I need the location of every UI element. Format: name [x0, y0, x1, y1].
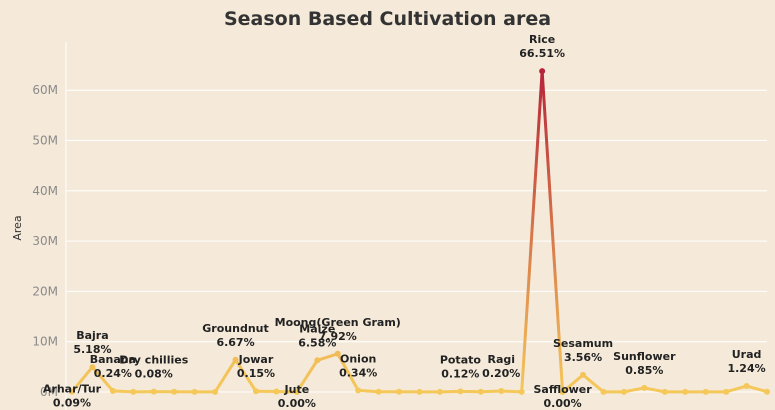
- series-line-segment: [90, 365, 115, 393]
- data-label-name: Rice: [529, 33, 555, 46]
- series-line-segment: [356, 388, 381, 394]
- data-label-percent: 0.00%: [544, 397, 582, 410]
- data-point: [620, 388, 627, 395]
- data-point: [355, 387, 362, 394]
- data-point: [518, 388, 525, 395]
- data-point: [723, 388, 730, 395]
- y-tick-label: 60M: [32, 83, 58, 97]
- data-label-name: Jowar: [238, 353, 274, 366]
- data-label-percent: 0.12%: [441, 367, 479, 380]
- data-point: [191, 388, 198, 395]
- series-line-segment: [581, 373, 605, 394]
- series-line-segment: [724, 384, 749, 394]
- data-point: [109, 387, 116, 394]
- data-point: [232, 356, 239, 363]
- data-point: [641, 384, 648, 391]
- data-label-percent: 0.15%: [237, 367, 275, 380]
- data-label-percent: 0.09%: [53, 397, 91, 410]
- data-label-percent: 0.20%: [482, 367, 520, 380]
- chart-title: Season Based Cultivation area: [223, 8, 552, 30]
- data-label-name: Ragi: [487, 353, 515, 366]
- data-point: [498, 388, 505, 395]
- data-point: [375, 388, 382, 395]
- data-point: [539, 68, 546, 75]
- data-point: [396, 388, 403, 395]
- series-line-segment: [745, 384, 769, 394]
- y-axis-label: Area: [11, 215, 24, 240]
- data-label-name: Safflower: [533, 383, 592, 396]
- data-label-name: Arhar/Tur: [43, 383, 102, 396]
- data-label-name: Moong(Green Gram): [275, 316, 401, 329]
- data-label-percent: 1.24%: [727, 362, 765, 375]
- data-point: [273, 388, 280, 395]
- y-tick-label: 0M: [40, 385, 58, 399]
- data-point: [457, 388, 464, 395]
- series-line-segment: [642, 386, 667, 394]
- series-line-segment: [111, 389, 135, 394]
- y-tick-label: 50M: [32, 134, 58, 148]
- data-label-name: Sesamum: [553, 337, 613, 350]
- data-label-name: Banana: [90, 353, 136, 366]
- data-label-percent: 0.85%: [625, 364, 663, 377]
- data-point: [314, 357, 321, 364]
- data-point: [559, 388, 566, 395]
- data-label-percent: 7.92%: [319, 330, 357, 343]
- data-label-name: Groundnut: [202, 322, 268, 335]
- series-line-segment: [622, 386, 646, 394]
- data-point: [580, 371, 587, 378]
- data-label-name: Potato: [440, 353, 482, 366]
- y-tick-label: 30M: [32, 234, 58, 248]
- y-tick-label: 20M: [32, 284, 58, 298]
- data-point: [682, 388, 689, 395]
- data-point: [150, 388, 157, 395]
- data-label-percent: 0.00%: [278, 397, 316, 410]
- data-point: [661, 388, 668, 395]
- y-tick-label: 40M: [32, 184, 58, 198]
- data-point: [89, 364, 96, 371]
- series-line-segment: [336, 352, 360, 392]
- data-point: [130, 388, 137, 395]
- data-label-name: Maize: [299, 322, 335, 335]
- data-point: [293, 388, 300, 395]
- data-point: [764, 388, 770, 395]
- data-point: [334, 350, 341, 357]
- series-line-segment: [234, 358, 258, 393]
- series-line-segment: [213, 358, 238, 394]
- data-point: [702, 388, 709, 395]
- series-line-segment: [540, 69, 565, 394]
- series-line-segment: [479, 389, 503, 394]
- data-point: [436, 388, 443, 395]
- data-label-name: Jute: [284, 383, 310, 396]
- series-line-segment: [295, 358, 319, 394]
- data-label-percent: 66.51%: [519, 47, 565, 60]
- data-label-percent: 0.34%: [339, 366, 377, 379]
- data-label-name: Urad: [732, 348, 762, 361]
- data-label-name: Onion: [340, 352, 376, 365]
- series-line-segment: [70, 365, 94, 394]
- data-point: [743, 383, 750, 390]
- data-label-name: Sunflower: [613, 350, 676, 363]
- series-line-segment: [520, 69, 544, 394]
- series-line-segment: [561, 373, 585, 394]
- data-label-name: Dry chillies: [119, 354, 188, 367]
- data-label-percent: 3.56%: [564, 351, 602, 364]
- data-label-percent: 0.24%: [94, 367, 132, 380]
- data-label-percent: 5.18%: [73, 343, 111, 356]
- data-label-percent: 6.67%: [216, 336, 254, 349]
- data-point: [477, 388, 484, 395]
- data-label-percent: 6.58%: [298, 336, 336, 349]
- data-point: [600, 388, 607, 395]
- data-point: [252, 388, 259, 395]
- data-point: [212, 388, 219, 395]
- data-point: [171, 388, 178, 395]
- data-point: [416, 388, 423, 395]
- data-label-name: Bajra: [76, 329, 108, 342]
- y-tick-label: 10M: [32, 335, 58, 349]
- data-label-percent: 0.08%: [135, 368, 173, 381]
- data-point: [69, 388, 75, 395]
- series-line-segment: [499, 389, 524, 394]
- series-line-segment: [315, 352, 340, 362]
